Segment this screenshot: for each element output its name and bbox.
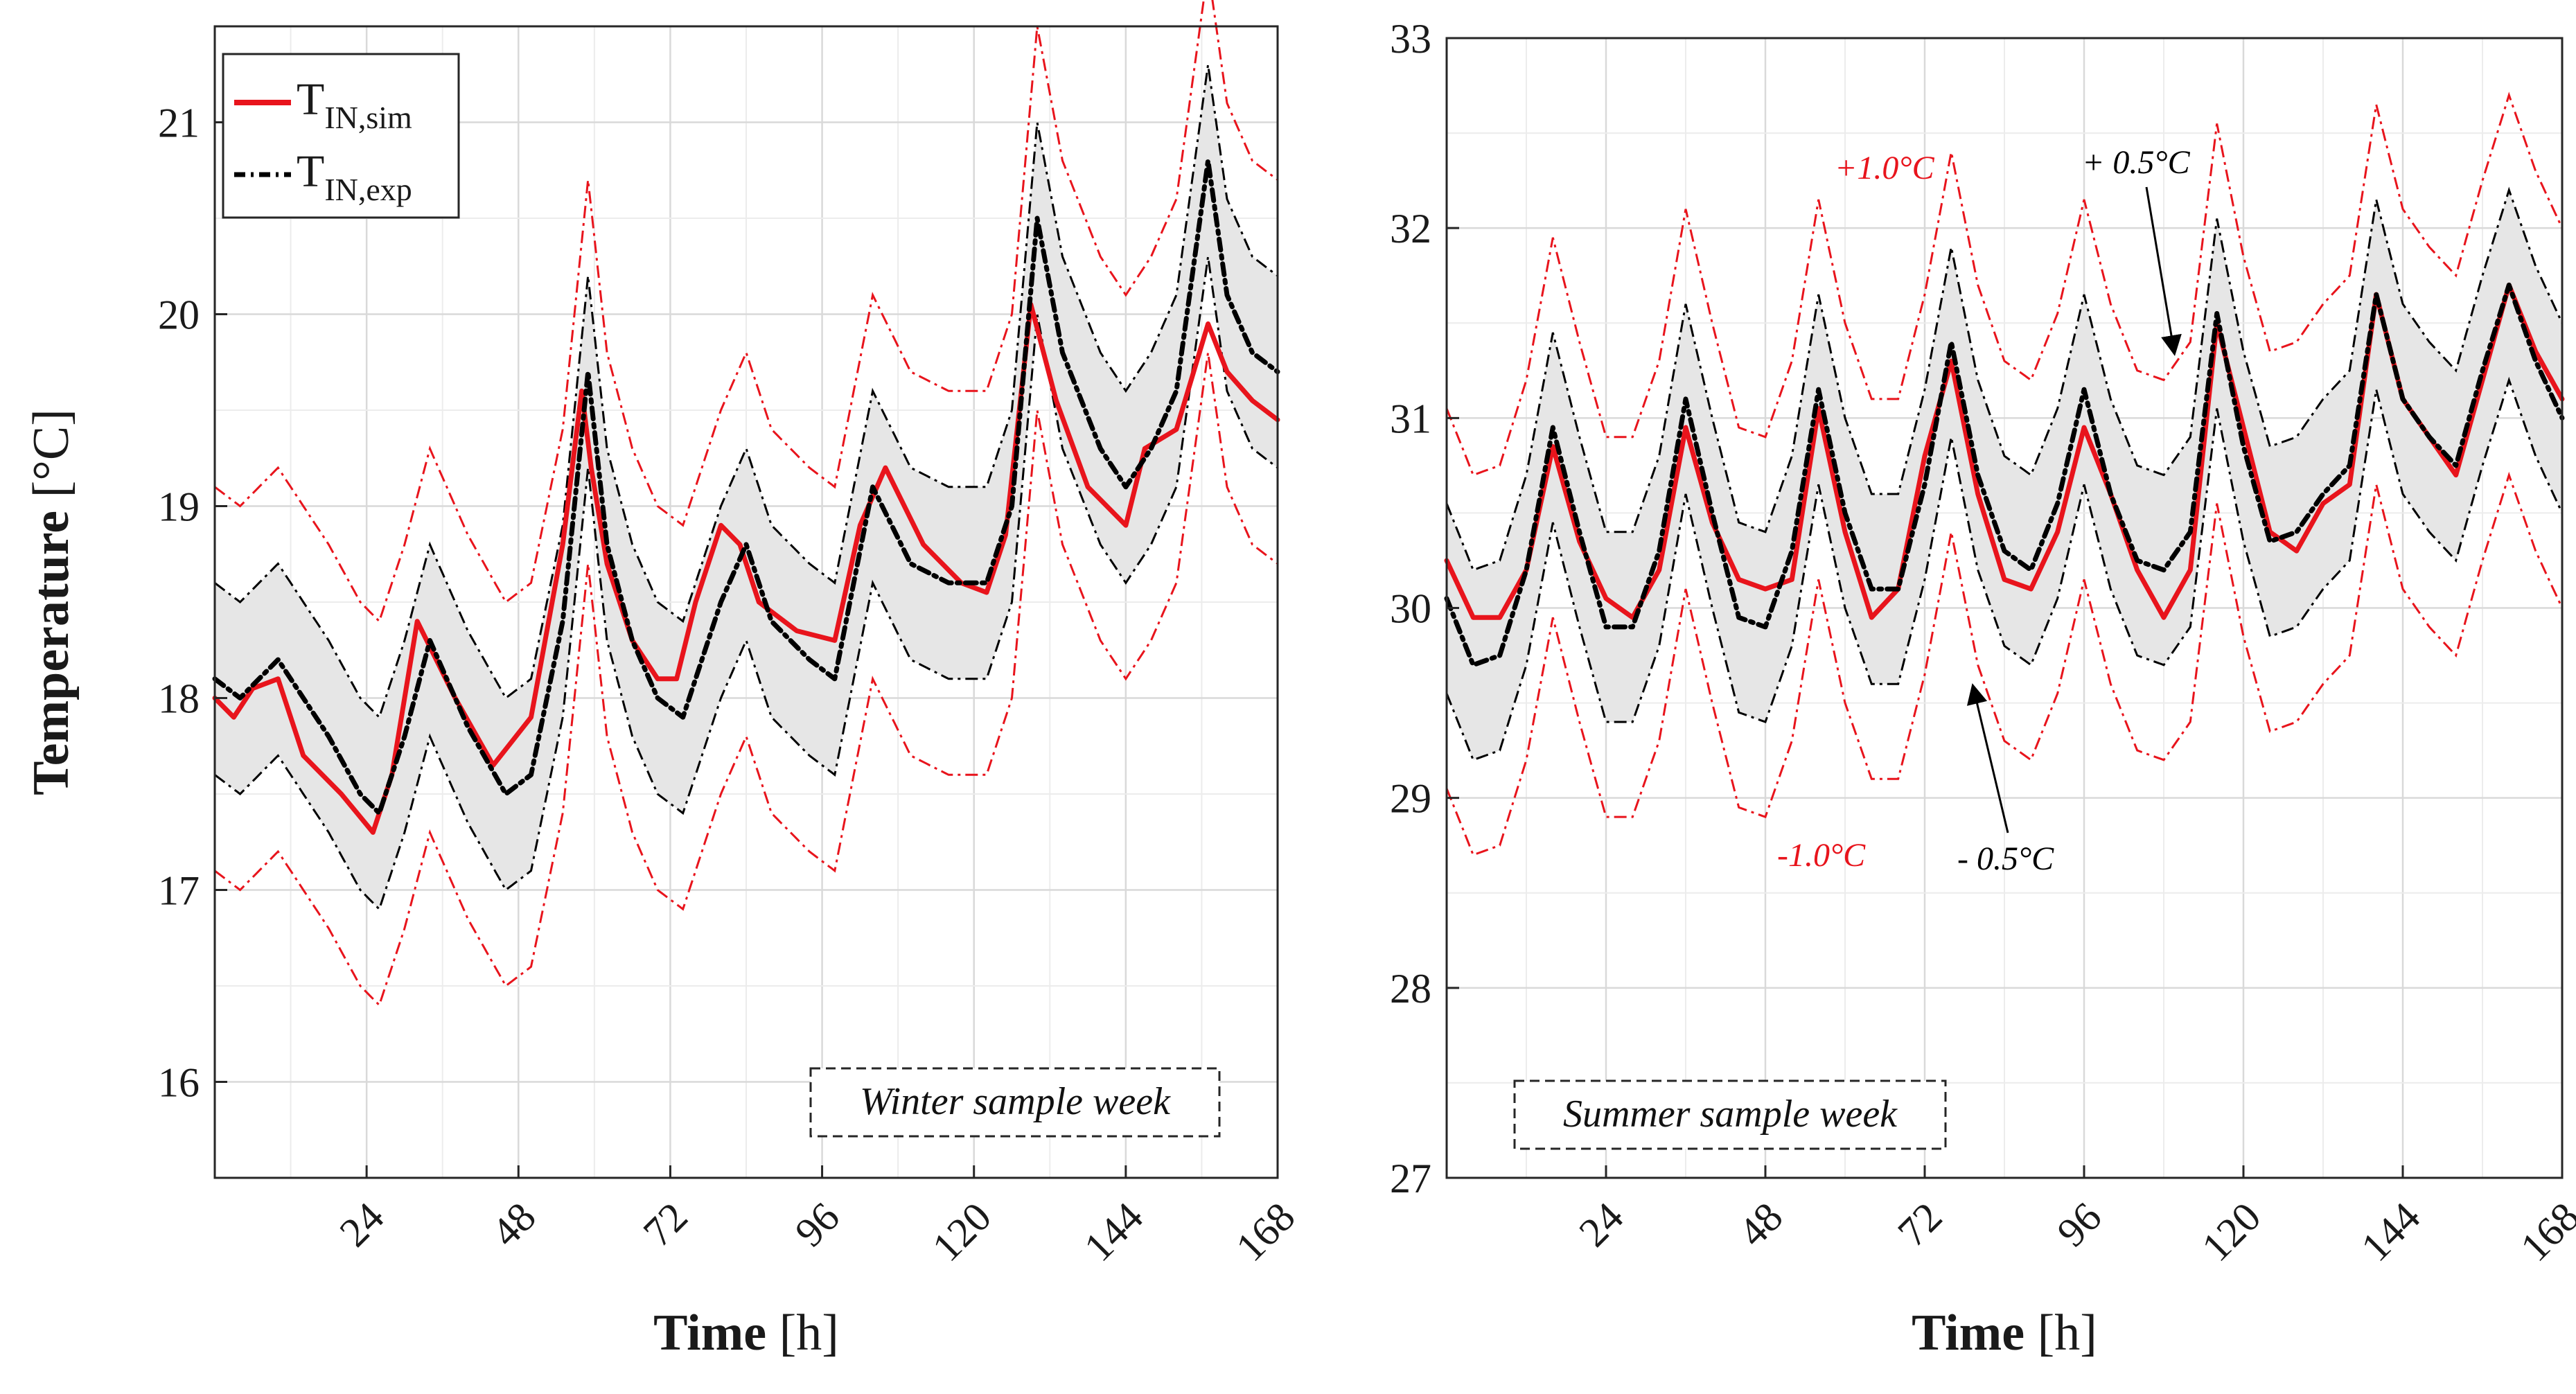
upper-band-05-line [1445, 186, 2564, 572]
summer-label-box [1513, 1079, 1947, 1150]
upper-band-1-line [1445, 91, 2564, 477]
summer-series-lines [1444, 91, 2565, 856]
winter-label-box [809, 1067, 1221, 1138]
y-tick-label: 16 [158, 1060, 200, 1106]
y-tick-label: 19 [158, 484, 200, 530]
arrow-minus-05 [1966, 683, 2009, 833]
y-tick-label: 31 [1390, 396, 1431, 441]
x-tick-label: 96 [2048, 1194, 2110, 1255]
summer-x-axis-label: Time [h] [1912, 1305, 2097, 1361]
annotation-minus-05: - 0.5°C [1957, 840, 2054, 877]
winter-series-lines [212, 0, 1280, 1007]
upper-band-1-line [214, 0, 1278, 624]
legend-box [222, 53, 460, 219]
x-tick-label: 144 [2352, 1194, 2428, 1270]
y-tick-label: 32 [1390, 206, 1431, 252]
y-tick-label: 27 [1390, 1156, 1431, 1201]
y-axis-label: Temperature [°C] [23, 409, 80, 795]
x-tick-label: 72 [1889, 1194, 1950, 1255]
lower-band-1-line [1445, 471, 2564, 856]
x-tick-label: 120 [924, 1194, 1000, 1270]
x-tick-label: 168 [1227, 1194, 1303, 1270]
x-tick-label: 96 [786, 1194, 848, 1255]
y-tick-label: 20 [158, 292, 200, 338]
winter-chart-panel: 16 17 18 19 20 21 24 48 72 96 120 144 168 TIN,sim TI… [23, 0, 1303, 1361]
series-line-t-in-exp [212, 158, 1280, 816]
y-tick-label: 28 [1390, 966, 1431, 1012]
x-tick-label: 24 [331, 1194, 393, 1255]
summer-05-band-fill [1447, 190, 2562, 760]
x-tick-label: 144 [1075, 1194, 1152, 1270]
lower-band-05-line [214, 256, 1278, 911]
legend-entry-exp: TIN,exp [297, 146, 412, 207]
series-line-t-in-exp [1444, 282, 2565, 668]
arrow-plus-05 [2145, 186, 2182, 356]
lower-band-05-line [1445, 376, 2564, 761]
winter-05-band-fill [215, 64, 1278, 910]
y-tick-label: 33 [1390, 16, 1431, 62]
x-tick-label: 168 [2512, 1194, 2576, 1270]
legend-entry-sim: TIN,sim [297, 74, 412, 135]
winter-plot-frame [213, 25, 1279, 1179]
summer-label-text: Summer sample week [1563, 1093, 1898, 1136]
lower-band-1-line [214, 352, 1278, 1007]
upper-band-05-line [214, 64, 1278, 719]
x-tick-label: 24 [1570, 1194, 1632, 1255]
y-tick-label: 29 [1390, 776, 1431, 822]
y-tick-label: 30 [1390, 586, 1431, 632]
winter-x-axis-label: Time [h] [653, 1305, 839, 1361]
annotation-minus-1: -1.0°C [1777, 837, 1866, 874]
summer-chart-panel: 27 28 29 30 31 32 33 24 48 72 96 120 144 168 +1.0°C -… [1390, 16, 2576, 1361]
legend: TIN,sim TIN,exp [222, 53, 460, 219]
y-tick-label: 21 [158, 100, 200, 146]
winter-label-text: Winter sample week [860, 1080, 1171, 1123]
x-tick-label: 48 [1729, 1194, 1791, 1255]
x-tick-label: 48 [483, 1194, 545, 1255]
y-tick-label: 17 [158, 868, 200, 914]
x-tick-label: 120 [2193, 1194, 2269, 1270]
annotation-plus-1: +1.0°C [1835, 150, 1935, 186]
y-tick-label: 18 [158, 676, 200, 722]
annotation-plus-05: + 0.5°C [2082, 144, 2191, 181]
x-tick-label: 72 [635, 1194, 696, 1255]
